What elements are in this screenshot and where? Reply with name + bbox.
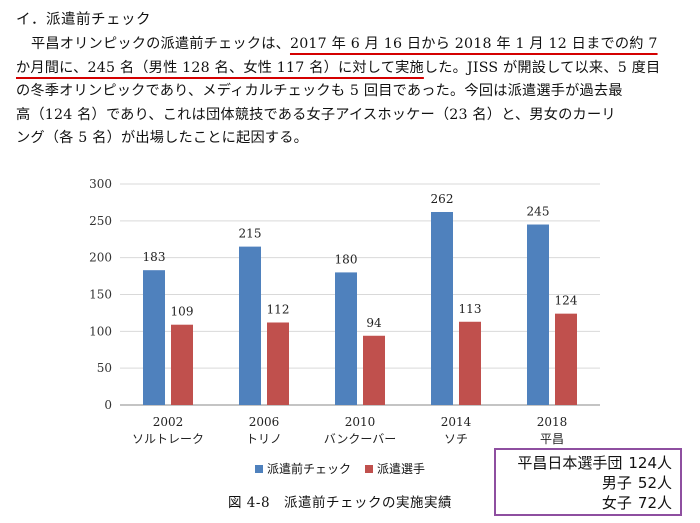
summary-label: 男子 xyxy=(601,474,632,492)
figure-caption: 図 4-8 派遣前チェックの実施実績 xyxy=(228,495,453,511)
bar-athletes xyxy=(171,324,193,405)
para-line-1: 平昌オリンピックの派遣前チェックは、2017 年 6 月 16 日から 2018… xyxy=(16,33,690,57)
bar-athletes xyxy=(267,322,289,405)
x-tick-label-city: ソルトレーク xyxy=(132,432,204,446)
section-heading: イ．派遣前チェック xyxy=(16,12,151,28)
x-tick-label-city: ソチ xyxy=(444,432,468,446)
bar-chart: 0 50 100 150 200 250 300 183 109 2002 ソルトレーク 215 112… xyxy=(89,177,600,446)
summary-value: 124人 xyxy=(628,454,672,472)
legend-swatch-athletes xyxy=(365,464,374,473)
legend-label-checks: 派遣前チェック xyxy=(267,462,352,476)
bar-checks xyxy=(143,270,165,405)
x-tick-label-year: 2018 xyxy=(537,415,568,429)
bar-athletes xyxy=(459,321,481,405)
team-summary-box: 平昌日本選手団 124人 男子 52人 女子 72人 xyxy=(494,448,682,516)
y-tick-label: 300 xyxy=(89,177,112,191)
para-underlined-text: 2017 年 6 月 16 日から 2018 年 1 月 12 日までの約 7 xyxy=(289,36,658,52)
legend-label-athletes: 派遣選手 xyxy=(377,462,426,476)
bar-checks xyxy=(527,224,549,405)
bar-value-label: 183 xyxy=(143,250,166,264)
para-line-2: か月間に、245 名（男性 128 名、女性 117 名）に対して実施した。JI… xyxy=(16,57,690,81)
bar-value-label: 215 xyxy=(239,227,262,241)
x-tick-label-city: バンクーバー xyxy=(324,432,396,446)
para-text: した。JISS が開設して以来、5 度目 xyxy=(423,59,661,76)
x-tick-label-year: 2002 xyxy=(153,415,184,429)
bar-value-label: 109 xyxy=(171,305,194,319)
para-line-3: の冬季オリンピックであり、メディカルチェックも 5 回目であった。今回は派遣選手… xyxy=(16,83,623,99)
para-line-5: ング（各 5 名）が出場したことに起因する。 xyxy=(16,130,309,146)
y-tick-label: 100 xyxy=(89,324,112,338)
legend-swatch-checks xyxy=(255,464,263,473)
x-tick-label-year: 2006 xyxy=(249,415,280,429)
summary-label: 女子 xyxy=(601,494,632,512)
bar-checks xyxy=(239,246,261,405)
para-text: 平昌オリンピックの派遣前チェックは、 xyxy=(31,36,290,52)
bar-athletes xyxy=(363,335,385,405)
summary-row-team: 平昌日本選手団 124人 xyxy=(502,453,672,473)
bar-value-label: 262 xyxy=(431,192,454,206)
para-line-4: 高（124 名）であり、これは団体競技である女子アイスホッケー（23 名）と、男… xyxy=(16,106,616,123)
summary-label: 平昌日本選手団 xyxy=(517,454,623,472)
summary-row-male: 男子 52人 xyxy=(502,473,672,493)
summary-row-female: 女子 72人 xyxy=(502,493,672,513)
bar-athletes xyxy=(555,313,577,405)
legend-item-checks: 派遣前チェック xyxy=(255,460,351,477)
y-tick-label: 150 xyxy=(89,288,112,302)
bar-checks xyxy=(335,272,357,405)
bar-value-label: 112 xyxy=(267,302,290,316)
legend-item-athletes: 派遣選手 xyxy=(365,460,425,477)
para-underlined-text: か月間に、245 名（男性 128 名、女性 117 名）に対して実施 xyxy=(16,59,424,76)
chart-legend: 派遣前チェック 派遣選手 xyxy=(255,460,425,477)
y-tick-label: 200 xyxy=(89,251,112,265)
x-tick-label-city: 平昌 xyxy=(540,432,564,446)
y-tick-label: 50 xyxy=(97,361,112,375)
x-tick-label-year: 2010 xyxy=(345,415,376,429)
y-tick-label: 250 xyxy=(89,214,112,228)
bar-value-label: 94 xyxy=(366,316,382,330)
bar-value-label: 180 xyxy=(335,252,358,266)
bar-value-label: 245 xyxy=(527,205,550,219)
summary-value: 72人 xyxy=(637,494,672,512)
y-tick-label: 0 xyxy=(104,398,112,412)
body-paragraph: 平昌オリンピックの派遣前チェックは、2017 年 6 月 16 日から 2018… xyxy=(16,33,690,151)
x-tick-label-city: トリノ xyxy=(246,432,282,446)
x-tick-label-year: 2014 xyxy=(441,415,472,429)
bar-checks xyxy=(431,211,453,405)
bar-value-label: 113 xyxy=(459,302,482,316)
bar-value-label: 124 xyxy=(555,294,578,308)
summary-value: 52人 xyxy=(637,474,672,492)
